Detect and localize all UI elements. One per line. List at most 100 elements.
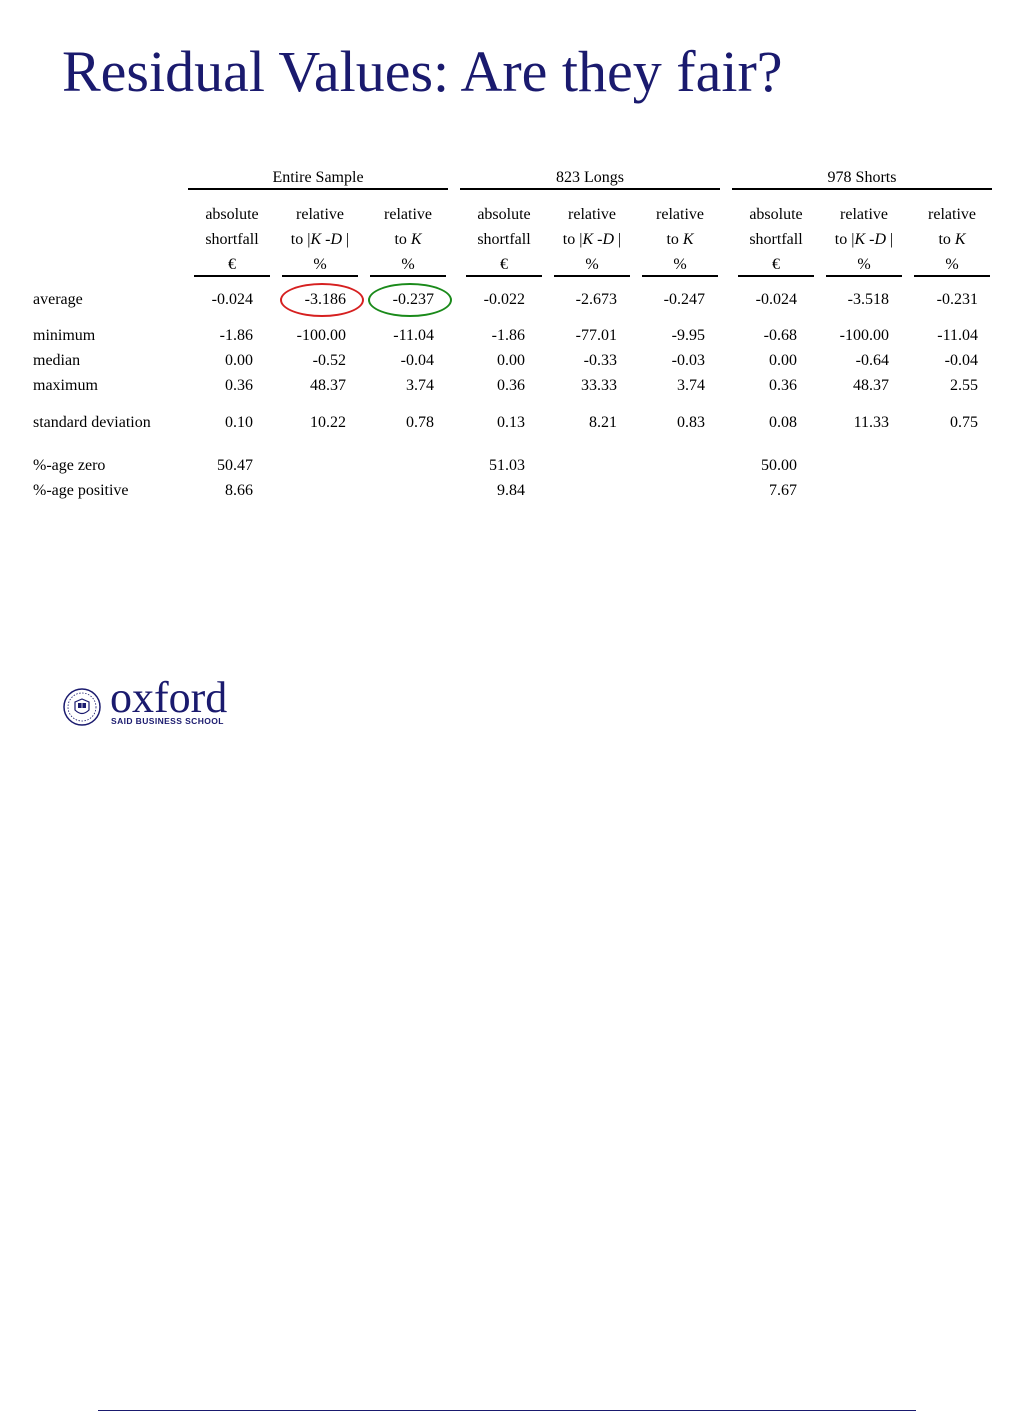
table-cell: 0.36 [769, 377, 797, 394]
column-header-line: to K [666, 231, 694, 248]
table-cell: 0.00 [497, 352, 525, 369]
row-label: average [33, 291, 83, 308]
table-cell: -3.518 [847, 291, 889, 308]
column-header: relative to |K -D |% [547, 202, 637, 277]
table-cell: 9.84 [497, 482, 525, 499]
table-cell: -0.03 [671, 352, 705, 369]
table-cell: 0.00 [769, 352, 797, 369]
table-cell: 48.37 [853, 377, 889, 394]
slide-title: Residual Values: Are they fair? [62, 39, 783, 104]
column-header: relative to |K -D |% [275, 202, 365, 277]
column-header-line: relative [928, 206, 976, 223]
column-underline [826, 275, 902, 277]
table-cell: -9.95 [671, 327, 705, 344]
table-cell: 50.47 [217, 457, 253, 474]
group-header: 978 Shorts [827, 169, 897, 186]
table-cell: 51.03 [489, 457, 525, 474]
table-cell: 0.36 [497, 377, 525, 394]
table-cell: 48.37 [310, 377, 346, 394]
column-underline [554, 275, 630, 277]
column-header-line: absolute [749, 206, 803, 223]
column-underline [370, 275, 446, 277]
table-cell: 0.83 [677, 414, 705, 431]
group-underline [460, 188, 720, 190]
column-header-line: shortfall [205, 231, 259, 248]
table-cell: -0.231 [936, 291, 978, 308]
table-cell: -0.022 [483, 291, 525, 308]
column-header: relative to |K -D |% [819, 202, 909, 277]
table-cell: 11.33 [853, 414, 889, 431]
table-cell: -0.024 [211, 291, 253, 308]
row-label: %-age zero [33, 457, 106, 474]
group-underline [188, 188, 448, 190]
group-header: Entire Sample [272, 169, 364, 186]
column-header: absolute shortfall € [731, 202, 821, 277]
table-cell: 0.00 [225, 352, 253, 369]
table-cell: 2.55 [950, 377, 978, 394]
table-cell: -0.247 [663, 291, 705, 308]
table-cell: -100.00 [839, 327, 889, 344]
column-header-line: to |K -D | [562, 231, 622, 248]
column-header-line: relative [656, 206, 704, 223]
table-cell: 3.74 [677, 377, 705, 394]
table-cell: -0.33 [583, 352, 617, 369]
column-header-line: to |K -D | [290, 231, 350, 248]
table-cell: -0.04 [400, 352, 434, 369]
column-underline [738, 275, 814, 277]
table-cell: 7.67 [769, 482, 797, 499]
table-cell: -0.52 [312, 352, 346, 369]
column-header-line: to |K -D | [834, 231, 894, 248]
university-crest-icon [63, 688, 101, 726]
column-header: absolute shortfall € [187, 202, 277, 277]
column-underline [282, 275, 358, 277]
column-header-line: relative [384, 206, 432, 223]
row-label: standard deviation [33, 414, 151, 431]
row-label: minimum [33, 327, 96, 344]
group-header: 823 Longs [556, 169, 624, 186]
table-cell: -11.04 [937, 327, 978, 344]
column-header-line: % [313, 256, 327, 273]
table-cell: -100.00 [296, 327, 346, 344]
table-cell: 50.00 [761, 457, 797, 474]
column-header-line: % [401, 256, 415, 273]
column-header: absolute shortfall € [459, 202, 549, 277]
column-header-line: absolute [205, 206, 259, 223]
table-cell: -0.04 [944, 352, 978, 369]
column-header: relative to K% [907, 202, 997, 277]
column-underline [466, 275, 542, 277]
row-label: %-age positive [33, 482, 129, 499]
table-cell: 0.08 [769, 414, 797, 431]
table-cell: 3.74 [406, 377, 434, 394]
column-header-line: absolute [477, 206, 531, 223]
column-header: relative to K% [363, 202, 453, 277]
table-cell: 0.78 [406, 414, 434, 431]
table-cell: -1.86 [219, 327, 253, 344]
oxford-logo-wordmark: oxford [110, 673, 228, 722]
table-cell: 0.75 [950, 414, 978, 431]
column-header-line: € [228, 256, 236, 273]
table-cell: -1.86 [491, 327, 525, 344]
table-cell: 8.66 [225, 482, 253, 499]
table-cell: 33.33 [581, 377, 617, 394]
column-header: relative to K% [635, 202, 725, 277]
table-cell: 0.36 [225, 377, 253, 394]
column-header-line: % [673, 256, 687, 273]
table-cell: -11.04 [393, 327, 434, 344]
column-header-line: € [772, 256, 780, 273]
column-header-line: % [585, 256, 599, 273]
column-header-line: relative [840, 206, 888, 223]
table-cell: 0.13 [497, 414, 525, 431]
table-cell: -0.68 [763, 327, 797, 344]
column-header-line: % [857, 256, 871, 273]
column-header-line: relative [296, 206, 344, 223]
group-underline [732, 188, 992, 190]
logo-subtitle: SAID BUSINESS SCHOOL [111, 716, 224, 726]
column-header-line: shortfall [477, 231, 531, 248]
column-header-line: shortfall [749, 231, 803, 248]
column-header-line: to K [938, 231, 966, 248]
column-underline [642, 275, 718, 277]
table-cell: 8.21 [589, 414, 617, 431]
table-cell: -0.024 [755, 291, 797, 308]
row-label: median [33, 352, 81, 369]
column-header-line: € [500, 256, 508, 273]
